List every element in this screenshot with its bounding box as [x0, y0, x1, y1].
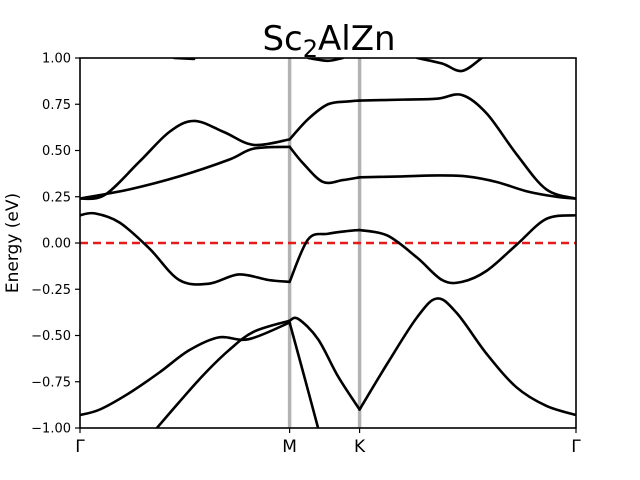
band-9 [288, 99, 361, 141]
band-2 [155, 319, 291, 428]
band-0 [80, 321, 291, 417]
y-tick-label: 1.00 [42, 52, 71, 67]
band-lines [80, 58, 576, 428]
band-7 [358, 213, 576, 285]
y-tick-label: 0.00 [42, 237, 71, 252]
band-8 [80, 119, 291, 201]
y-tick-label: 0.25 [42, 190, 71, 205]
y-axis-label: Energy (eV) [3, 193, 23, 293]
y-tick-label: 0.75 [42, 98, 71, 113]
band-6 [288, 228, 361, 284]
band-11 [80, 145, 291, 200]
band-16 [415, 58, 484, 73]
y-axis-ticks: −1.00 −0.75 −0.50 −0.25 0.00 0.25 0.50 0.75 1.00 [31, 52, 80, 437]
y-tick-label: −1.00 [31, 422, 71, 437]
y-tick-label: −0.75 [31, 375, 71, 390]
chart-title-main: Sc [262, 19, 302, 59]
band-13 [358, 174, 576, 200]
y-tick-label: 0.50 [42, 144, 71, 159]
x-tick-label: K [354, 437, 366, 457]
chart-title: Sc2AlZn [262, 19, 395, 63]
high-symmetry-lines [287, 58, 362, 428]
chart-title-rest: AlZn [318, 19, 396, 59]
chart-title-subscript: 2 [303, 35, 318, 63]
band-3 [288, 316, 361, 411]
band-5 [80, 211, 291, 286]
x-tick-label: M [282, 437, 297, 457]
x-tick-label: Γ [571, 437, 581, 457]
band-1 [288, 321, 320, 428]
band-10 [358, 93, 576, 200]
x-tick-label: Γ [75, 437, 85, 457]
y-tick-label: −0.25 [31, 283, 71, 298]
y-tick-label: −0.50 [31, 329, 71, 344]
band-4 [358, 297, 576, 417]
band-12 [288, 145, 361, 185]
